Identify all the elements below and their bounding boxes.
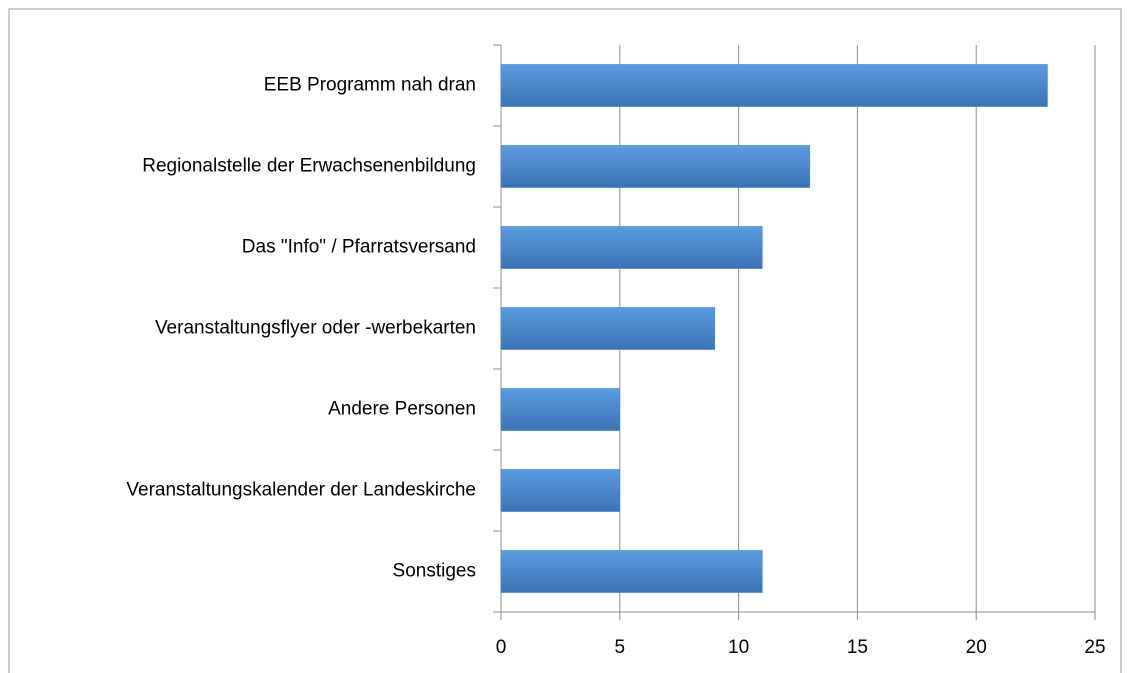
- bar: [500, 64, 1048, 107]
- x-tick-label: 25: [1084, 637, 1105, 658]
- bar: [500, 307, 716, 350]
- x-tick-label: 15: [847, 637, 868, 658]
- x-tick-label: 0: [496, 637, 507, 658]
- bar: [500, 469, 621, 512]
- x-tick-label: 5: [615, 637, 626, 658]
- y-tick-label: Veranstaltungsflyer oder -werbekarten: [155, 318, 476, 339]
- bar: [500, 226, 763, 269]
- y-tick-label: EEB Programm nah dran: [264, 75, 476, 96]
- y-tick-label: Regionalstelle der Erwachsenenbildung: [142, 156, 476, 177]
- y-tick-label: Das "Info" / Pfarratsversand: [242, 237, 476, 258]
- x-tick-label: 20: [966, 637, 987, 658]
- y-tick-label: Andere Personen: [328, 399, 476, 420]
- y-tick-label: Sonstiges: [393, 561, 476, 582]
- y-tick-label: Veranstaltungskalender der Landeskirche: [126, 480, 476, 501]
- chart-frame: [8, 8, 1122, 673]
- x-tick-label: 10: [728, 637, 749, 658]
- bar: [500, 145, 811, 188]
- bar: [500, 388, 621, 431]
- bar: [500, 550, 763, 593]
